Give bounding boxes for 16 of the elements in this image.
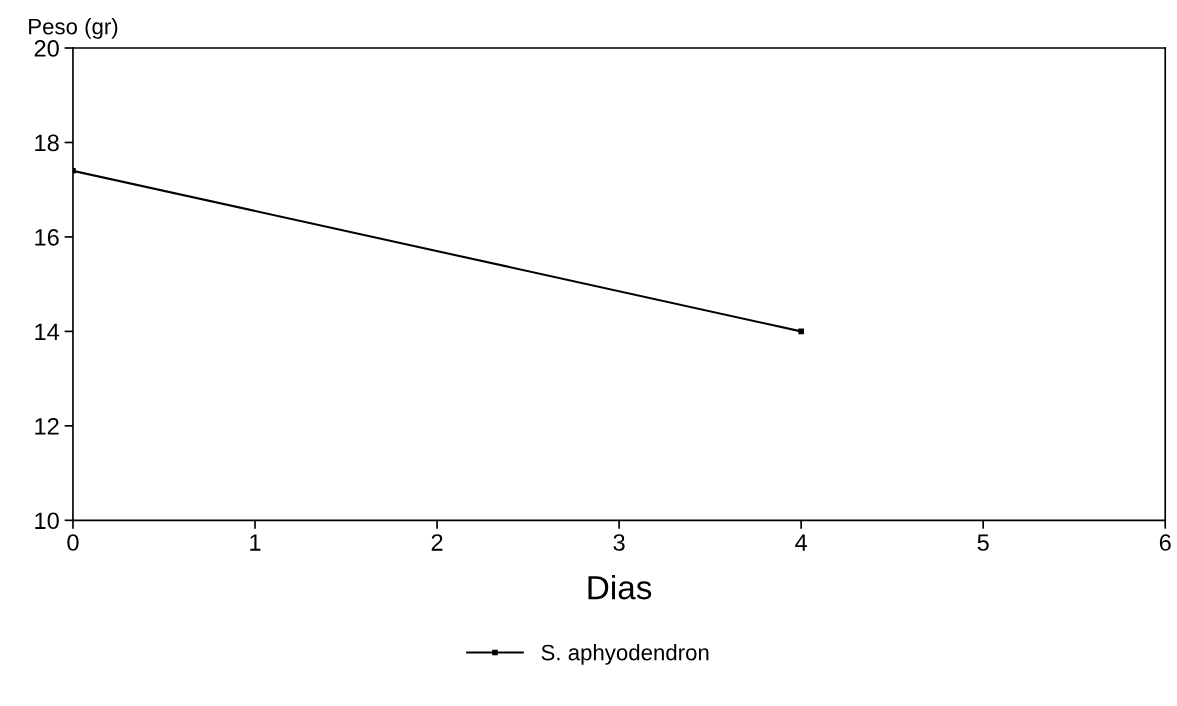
x-tick-label: 2 (431, 534, 443, 551)
y-tick-label: 12 (35, 417, 59, 435)
x-tick-label: 4 (795, 534, 808, 551)
y-tick-label: 14 (35, 323, 60, 340)
y-tick-label: 16 (35, 229, 59, 246)
y-tick-label: 10 (35, 512, 59, 530)
y-tick-label: 20 (34, 40, 59, 57)
x-axis-title: Dias (588, 574, 652, 600)
y-axis-title: Peso (gr) (29, 18, 118, 39)
x-tick-label: 5 (977, 534, 989, 551)
x-tick-label: 1 (250, 534, 261, 551)
x-tick-label: 0 (67, 534, 79, 551)
y-tick-label: 18 (35, 134, 59, 152)
x-tick-label: 3 (613, 534, 625, 551)
x-tick-label: 6 (1159, 534, 1171, 551)
legend-label: S. aphyodendron (541, 644, 709, 665)
